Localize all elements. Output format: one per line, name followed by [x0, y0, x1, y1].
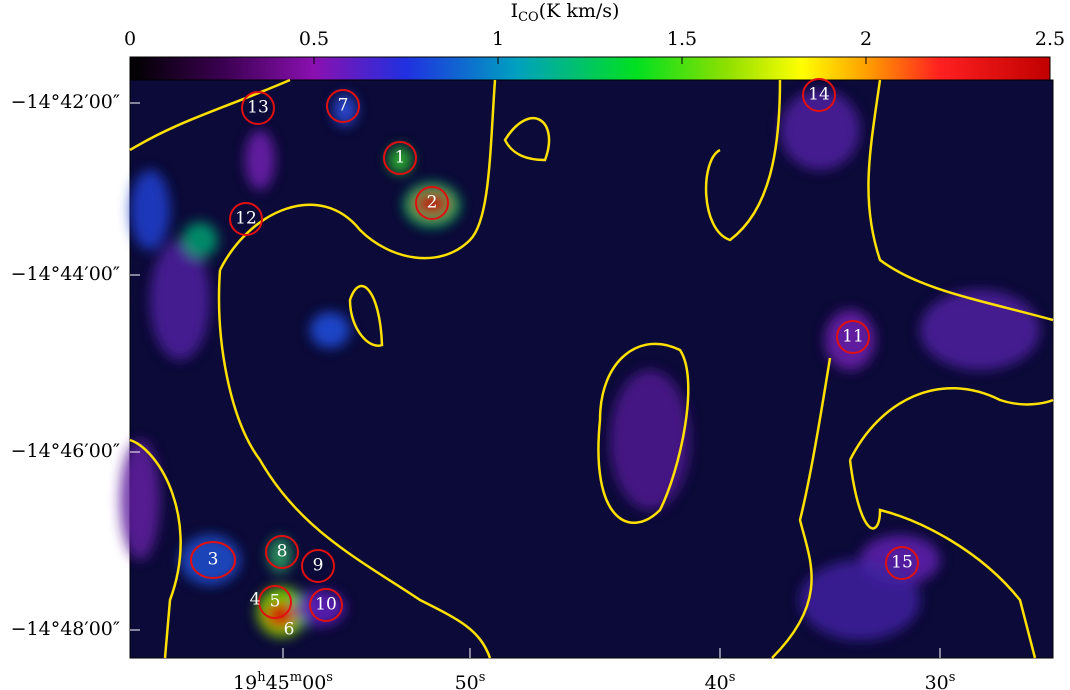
clump-outline [258, 585, 292, 619]
clump-outlines [190, 78, 919, 622]
x-tick-label: 50s [455, 670, 486, 690]
emission-blob [414, 192, 450, 216]
clump-outline [836, 320, 870, 354]
colorbar-label: ICO(K km/s) [511, 0, 620, 25]
emission-blob [388, 146, 412, 174]
emission-blob [130, 170, 170, 250]
clump-outline [301, 549, 335, 583]
colorbar-tick-label: 2.5 [1035, 28, 1065, 50]
colorbar [129, 56, 1051, 81]
emission-blob [180, 535, 240, 585]
y-tick-label: −14°44′00″ [11, 263, 120, 285]
clump-label: 3 [208, 550, 219, 570]
clump-outline [309, 588, 343, 622]
clump-label: 13 [247, 98, 269, 118]
y-tick-label: −14°42′00″ [11, 91, 120, 113]
label-part: 45 [266, 672, 290, 690]
clump-outline [802, 78, 836, 112]
contours [129, 78, 1054, 659]
colorbar-tick-label: 2 [860, 28, 872, 50]
clump-outline [326, 89, 360, 123]
label-part: 00 [302, 672, 326, 690]
clump-label: 2 [427, 193, 438, 213]
clump-outline [190, 541, 236, 579]
x-tick-label: 30s [925, 670, 956, 690]
emission-blob [800, 560, 920, 640]
colorbar-tick-label: 1 [492, 28, 504, 50]
clump-label: 8 [277, 542, 288, 562]
label-part: s [729, 670, 736, 685]
emission-blob [268, 537, 292, 573]
clump-label: 9 [313, 556, 324, 576]
colorbar-tick-label: 1.5 [667, 28, 697, 50]
label-part: s [479, 670, 486, 685]
label-part: m [290, 670, 302, 685]
emission-blob [150, 240, 210, 360]
clump-label: 6 [284, 620, 295, 640]
clump-outline [415, 186, 449, 220]
clump-label: 10 [315, 595, 337, 615]
emission-blob [120, 440, 160, 560]
axis-ticks [130, 102, 941, 658]
clump-outline [885, 546, 919, 580]
label-part: 50 [455, 672, 479, 690]
clump-label: 4 [250, 590, 261, 610]
emission-blob [295, 590, 345, 626]
emission-blob [780, 90, 860, 170]
clump-outline [229, 202, 263, 236]
emission-blob [610, 370, 690, 510]
clump-label: 5 [270, 592, 281, 612]
colorbar-tick-label: 0.5 [299, 28, 329, 50]
x-tick-label: 40s [705, 670, 736, 690]
label-part: s [949, 670, 956, 685]
clump-outline [383, 141, 417, 175]
label-part: h [257, 670, 266, 685]
emission-blob [245, 130, 275, 190]
clump-outline [241, 91, 275, 125]
label-part: 40 [705, 672, 729, 690]
y-tick-label: −14°48′00″ [11, 618, 120, 640]
colorbar-tick-label: 0 [124, 28, 136, 50]
label-part: 30 [925, 672, 949, 690]
clump-outline [265, 535, 299, 569]
y-tick-label: −14°46′00″ [11, 440, 120, 462]
clump-label: 1 [395, 148, 406, 168]
clump-label: 12 [235, 209, 257, 229]
x-tick-label: 19h45m00s [233, 670, 333, 690]
emission-blob [182, 222, 218, 258]
emission-blob [265, 602, 295, 628]
emission-blob [310, 312, 350, 348]
emission-blob [333, 94, 357, 126]
label-part: 19 [233, 672, 257, 690]
clump-label: 15 [891, 553, 913, 573]
clump-label: 11 [842, 327, 864, 347]
clump-label: 14 [808, 85, 830, 105]
label-part: s [326, 670, 333, 685]
clump-label: 7 [338, 96, 349, 116]
